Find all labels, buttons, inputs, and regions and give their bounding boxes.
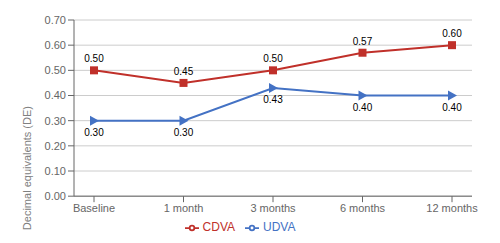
svg-text:Baseline: Baseline bbox=[73, 202, 115, 214]
svg-text:0.20: 0.20 bbox=[45, 140, 66, 152]
svg-text:0.00: 0.00 bbox=[45, 190, 66, 202]
svg-text:0.30: 0.30 bbox=[84, 127, 104, 138]
svg-text:0.60: 0.60 bbox=[442, 28, 462, 39]
svg-text:0.70: 0.70 bbox=[45, 14, 66, 26]
svg-text:0.60: 0.60 bbox=[45, 39, 66, 51]
svg-text:0.43: 0.43 bbox=[263, 94, 283, 105]
html-text:CDVA: CDVA bbox=[202, 220, 235, 235]
svg-text:1 month: 1 month bbox=[164, 202, 204, 214]
svg-text:12 months: 12 months bbox=[426, 202, 478, 214]
svg-text:0.50: 0.50 bbox=[84, 53, 104, 64]
svg-text:0.30: 0.30 bbox=[174, 127, 194, 138]
svg-text:0.40: 0.40 bbox=[45, 89, 66, 101]
svg-text:0.50: 0.50 bbox=[263, 53, 283, 64]
svg-text:0.45: 0.45 bbox=[174, 66, 194, 77]
svg-text:Decimal equivalents (DE): Decimal equivalents (DE) bbox=[21, 106, 33, 230]
svg-text:0.57: 0.57 bbox=[353, 36, 373, 47]
svg-text:6 months: 6 months bbox=[340, 202, 386, 214]
html-text:UDVA: UDVA bbox=[263, 220, 296, 235]
svg-text:0.30: 0.30 bbox=[45, 115, 66, 127]
svg-text:0.50: 0.50 bbox=[45, 64, 66, 76]
svg-text:0.40: 0.40 bbox=[353, 102, 373, 113]
svg-text:0.40: 0.40 bbox=[442, 102, 462, 113]
svg-text:0.10: 0.10 bbox=[45, 165, 66, 177]
svg-text:3 months: 3 months bbox=[250, 202, 296, 214]
